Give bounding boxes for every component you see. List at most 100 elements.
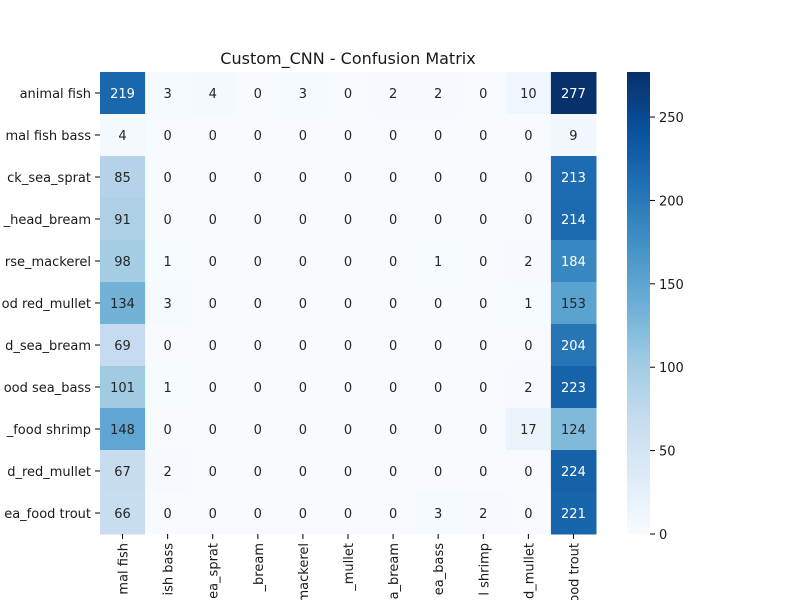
- heatmap-cell-r3-c7: [415, 198, 462, 241]
- heatmap-cell-r1-c9: [505, 114, 552, 157]
- x-tick-label-10: ood trout: [567, 543, 582, 600]
- cell-value-r3-c10: 214: [561, 213, 586, 228]
- cell-value-r2-c4: 0: [299, 171, 307, 186]
- colorbar-tick-label-2: 100: [659, 361, 684, 376]
- cell-value-r8-c2: 0: [209, 423, 217, 438]
- heatmap-cell-r7-c3: [235, 366, 281, 409]
- heatmap-cell-r10-c2: [190, 492, 236, 535]
- cell-value-r6-c8: 0: [479, 339, 487, 354]
- heatmap-cell-r6-c5: [325, 324, 372, 367]
- heatmap-cell-r8-c8: [460, 408, 507, 451]
- cell-value-r0-c8: 0: [479, 87, 487, 102]
- cell-value-r1-c0: 4: [118, 129, 126, 144]
- heatmap-cell-r6-c10: [550, 324, 597, 367]
- cell-value-r9-c2: 0: [209, 465, 217, 480]
- heatmap-cell-r10-c1: [145, 492, 191, 535]
- cell-value-r2-c1: 0: [163, 171, 171, 186]
- cell-value-r8-c5: 0: [344, 423, 352, 438]
- heatmap-cell-r9-c1: [145, 450, 191, 493]
- heatmap-cell-r10-c8: [460, 492, 507, 535]
- cell-value-r6-c5: 0: [344, 339, 352, 354]
- cell-value-r1-c2: 0: [209, 129, 217, 144]
- heatmap-cell-r9-c6: [370, 450, 417, 493]
- heatmap-cell-r0-c0: [100, 72, 146, 115]
- heatmap-cells: [100, 72, 597, 535]
- cell-value-r7-c4: 0: [299, 381, 307, 396]
- heatmap-cell-r10-c5: [325, 492, 372, 535]
- heatmap-cell-r9-c0: [100, 450, 146, 493]
- cell-value-r2-c8: 0: [479, 171, 487, 186]
- heatmap-cell-r8-c0: [100, 408, 146, 451]
- heatmap-cell-r7-c8: [460, 366, 507, 409]
- colorbar-tick-label-3: 150: [659, 278, 684, 293]
- cell-value-r10-c3: 0: [254, 507, 262, 522]
- cell-value-r1-c9: 0: [524, 129, 532, 144]
- cell-value-r5-c6: 0: [389, 297, 397, 312]
- cell-value-r4-c2: 0: [209, 255, 217, 270]
- cell-value-r8-c10: 124: [561, 423, 586, 438]
- cell-value-r3-c2: 0: [209, 213, 217, 228]
- heatmap-cell-r2-c6: [370, 156, 417, 199]
- heatmap-cell-r6-c3: [235, 324, 281, 367]
- cell-value-r3-c7: 0: [434, 213, 442, 228]
- cell-value-r6-c4: 0: [299, 339, 307, 354]
- heatmap-cell-r9-c3: [235, 450, 281, 493]
- heatmap-cell-r6-c2: [190, 324, 236, 367]
- heatmap-cell-r6-c4: [280, 324, 326, 367]
- heatmap-cell-r5-c7: [415, 282, 462, 325]
- heatmap-cell-r0-c9: [505, 72, 552, 115]
- y-tick-label-7: ood sea_bass: [4, 381, 92, 396]
- heatmap-cell-r2-c8: [460, 156, 507, 199]
- cell-value-r5-c7: 0: [434, 297, 442, 312]
- heatmap-cell-r10-c6: [370, 492, 417, 535]
- colorbar-tick-label-4: 200: [659, 194, 684, 209]
- cell-value-r4-c10: 184: [561, 255, 586, 270]
- cell-value-r0-c10: 277: [561, 87, 586, 102]
- cell-value-r5-c4: 0: [299, 297, 307, 312]
- cell-value-r9-c3: 0: [254, 465, 262, 480]
- cell-value-r3-c3: 0: [254, 213, 262, 228]
- heatmap-cell-r6-c6: [370, 324, 417, 367]
- heatmap-cell-r0-c2: [190, 72, 236, 115]
- cell-value-r9-c0: 67: [114, 465, 131, 480]
- cell-value-r3-c5: 0: [344, 213, 352, 228]
- cell-value-r4-c0: 98: [114, 255, 131, 270]
- cell-value-r2-c9: 0: [524, 171, 532, 186]
- colorbar-tick-label-5: 250: [659, 111, 684, 126]
- colorbar: [627, 72, 650, 534]
- cell-value-r7-c3: 0: [254, 381, 262, 396]
- heatmap-cell-r1-c0: [100, 114, 146, 157]
- cell-value-r6-c6: 0: [389, 339, 397, 354]
- heatmap-cell-r4-c3: [235, 240, 281, 283]
- heatmap-cell-r2-c9: [505, 156, 552, 199]
- heatmap-cell-r6-c9: [505, 324, 552, 367]
- heatmap-cell-r2-c3: [235, 156, 281, 199]
- y-tick-label-0: animal fish: [20, 87, 91, 102]
- heatmap-cell-r10-c4: [280, 492, 326, 535]
- cell-value-r10-c2: 0: [209, 507, 217, 522]
- heatmap-cell-r1-c6: [370, 114, 417, 157]
- x-tick-label-7: ea_bass: [432, 543, 447, 595]
- cell-value-r3-c6: 0: [389, 213, 397, 228]
- cell-value-r5-c2: 0: [209, 297, 217, 312]
- heatmap-cell-r0-c3: [235, 72, 281, 115]
- cell-value-r1-c7: 0: [434, 129, 442, 144]
- heatmap-cell-r5-c8: [460, 282, 507, 325]
- cell-value-r8-c7: 0: [434, 423, 442, 438]
- cell-value-r3-c8: 0: [479, 213, 487, 228]
- cell-value-r5-c0: 134: [110, 297, 135, 312]
- heatmap-cell-r10-c0: [100, 492, 146, 535]
- heatmap-cell-r2-c7: [415, 156, 462, 199]
- y-tick-label-8: _food shrimp: [6, 423, 91, 438]
- heatmap-cell-r7-c9: [505, 366, 552, 409]
- cell-value-r2-c10: 213: [561, 171, 586, 186]
- heatmap-cell-r5-c2: [190, 282, 236, 325]
- y-tick-label-5: od red_mullet: [2, 297, 91, 312]
- cell-value-r8-c4: 0: [299, 423, 307, 438]
- y-tick-label-10: ea_food trout: [4, 507, 91, 522]
- x-tick-label-8: l shrimp: [477, 543, 492, 596]
- heatmap-cell-r6-c1: [145, 324, 191, 367]
- heatmap-cell-r9-c7: [415, 450, 462, 493]
- cell-value-r8-c9: 17: [520, 423, 537, 438]
- colorbar-tick-label-1: 50: [659, 445, 676, 460]
